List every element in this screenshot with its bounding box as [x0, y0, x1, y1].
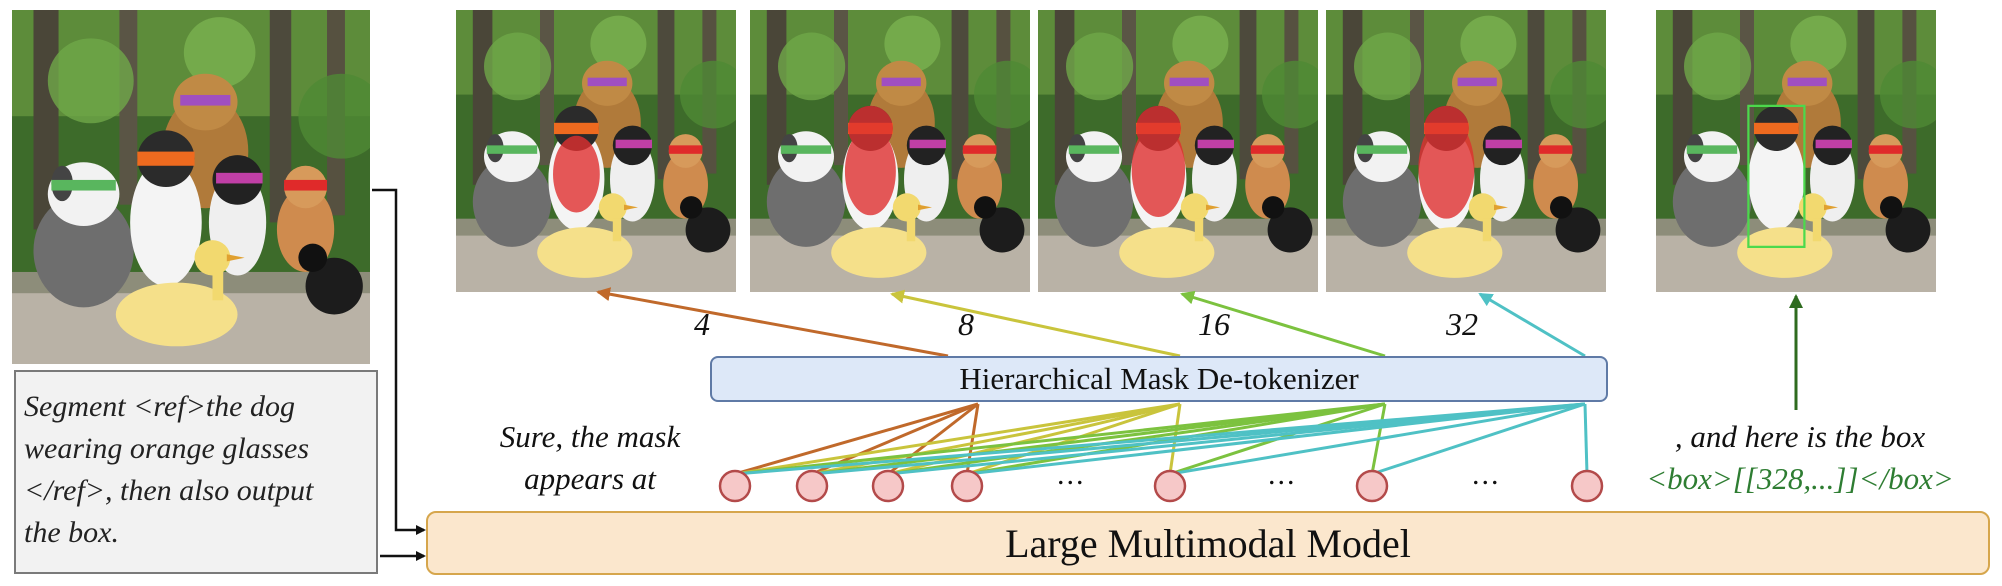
mask-token-3	[871, 469, 905, 503]
token-ellipsis-3: ...	[1472, 458, 1501, 491]
scale-label-32: 32	[1446, 306, 1478, 342]
output-photo-box	[1656, 10, 1936, 292]
token-ellipsis-2: ...	[1268, 458, 1297, 491]
token-ellipsis-1: ...	[1057, 458, 1086, 491]
mask-tokens	[718, 469, 1604, 503]
output-photo-scale-32	[1326, 10, 1606, 292]
response-box-output: <box>[[328,...]]</box>	[1646, 461, 1954, 496]
large-multimodal-model-block: Large Multimodal Model	[426, 511, 1990, 575]
arrow-scale-8	[890, 289, 1181, 358]
mask-token-1	[718, 469, 752, 503]
mask-token-7	[1570, 469, 1604, 503]
token-fan-lines	[734, 402, 1589, 476]
input-image-arrow	[372, 188, 426, 535]
response-box-text: , and here is the box <box>[[328,...]]</…	[1640, 416, 1960, 500]
scale-label-4: 4	[694, 306, 710, 342]
response-mask-text: Sure, the mask appears at	[499, 419, 681, 496]
mask-token-4	[950, 469, 984, 503]
mask-detokenizer-label: Hierarchical Mask De-tokenizer	[959, 361, 1359, 396]
large-multimodal-model-label: Large Multimodal Model	[1005, 520, 1411, 566]
fan-line-group3-token3	[966, 402, 1586, 476]
fan-line-group2-token0	[734, 402, 1386, 476]
fan-line-group1-token0	[734, 402, 1181, 476]
mask-token-6	[1355, 469, 1389, 503]
scale-label-8: 8	[958, 306, 974, 342]
scale-label-16: 16	[1198, 306, 1230, 342]
mask-detokenizer-block: Hierarchical Mask De-tokenizer	[710, 356, 1608, 402]
input-photo	[12, 10, 370, 364]
arrow-scale-4	[596, 287, 949, 358]
output-photo-scale-4	[456, 10, 736, 292]
arrow-scale-32	[1478, 292, 1586, 358]
output-photo-scale-16	[1038, 10, 1318, 292]
arrow-scale-16	[1180, 290, 1386, 358]
fan-line-group3-token4	[1169, 402, 1586, 476]
fan-line-group3-token5	[1371, 402, 1586, 476]
fan-line-group2-token1	[811, 402, 1386, 476]
response-box-prefix: , and here is the box	[1674, 419, 1926, 454]
fan-line-group3-token6	[1583, 403, 1589, 475]
prompt-text-box: Segment <ref>the dog wearing orange glas…	[14, 370, 378, 574]
mask-token-5	[1153, 469, 1187, 503]
fan-line-group2-token2	[887, 402, 1386, 476]
output-photo-scale-8	[750, 10, 1030, 292]
mask-token-2	[795, 469, 829, 503]
fan-line-group0-token0	[734, 402, 979, 476]
